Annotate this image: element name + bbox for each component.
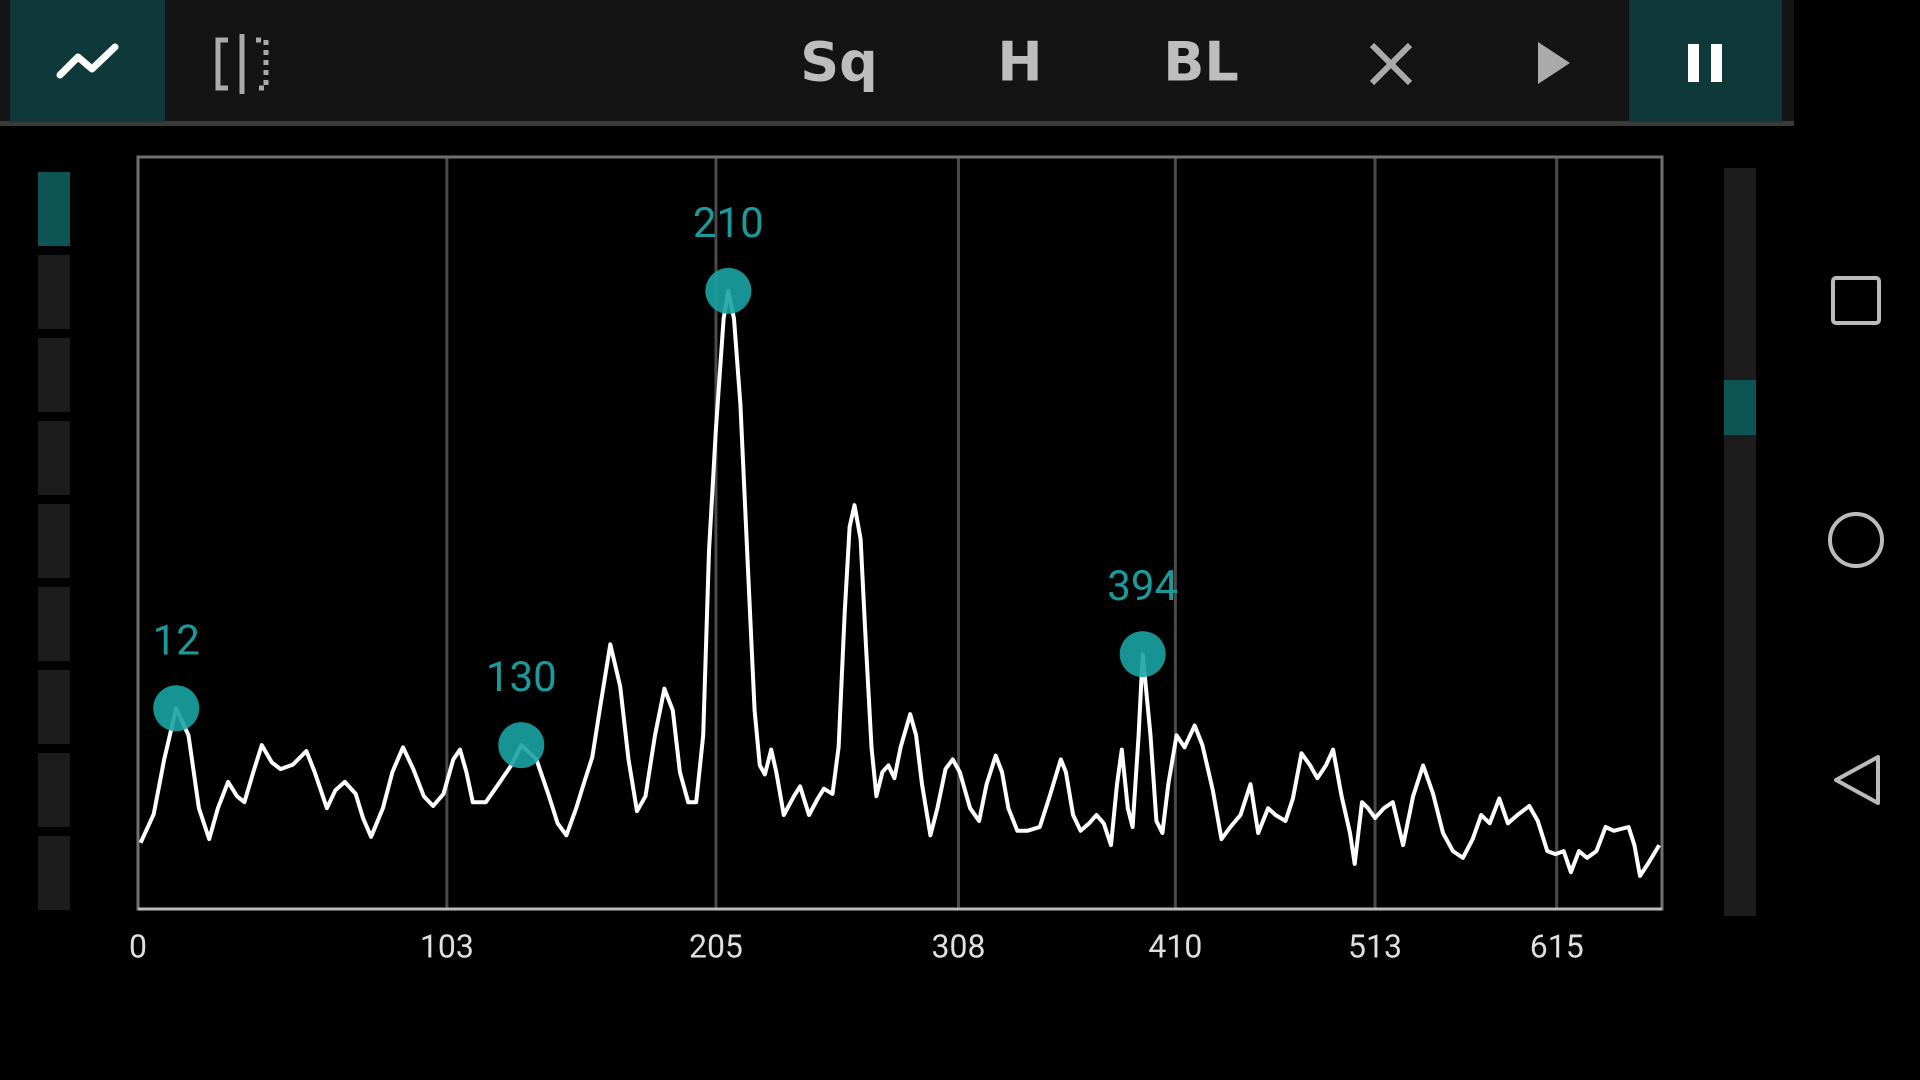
peak-label: 394 [1107,562,1178,611]
toolbar-divider [0,121,1794,126]
pause-icon [1711,44,1722,82]
spectrum-icon [56,43,119,79]
split-button[interactable] [215,34,269,94]
back-button[interactable] [1834,755,1880,805]
pause-icon [1688,44,1699,82]
pause-button[interactable] [1629,0,1782,122]
x-tick-label: 0 [129,927,147,965]
split-icon-right [256,37,269,91]
x-tick-label: 410 [1148,927,1202,965]
peak-marker [498,722,545,769]
peak-marker [705,267,752,314]
level-segment [38,504,70,578]
clear-button[interactable] [1369,42,1413,86]
level-segment [38,338,70,412]
level-segment [38,172,70,246]
peak-label: 210 [693,199,764,248]
level-segment [38,836,70,910]
peak-marker [1119,631,1166,678]
recents-button[interactable] [1831,276,1881,325]
toolbar [0,0,1794,122]
level-segment [38,255,70,329]
sq-button[interactable]: Sq [800,31,878,94]
scrollbar[interactable] [1724,168,1756,916]
level-segment [38,587,70,661]
plot: 0 103 205 308 410 513 615 12 130 210 394 [129,155,1664,965]
spectrum-line [138,288,1661,878]
level-segment [38,753,70,827]
clear-icon [1369,42,1413,86]
x-tick-label: 103 [420,927,474,965]
x-tick-label: 615 [1530,927,1584,965]
peak-label: 12 [153,616,200,665]
x-tick-label: 205 [689,927,743,965]
level-segment [38,670,70,744]
play-button[interactable] [1538,42,1570,84]
level-meter [38,172,70,910]
scrollbar-thumb[interactable] [1724,380,1756,435]
level-segment [38,421,70,495]
x-tick-label: 513 [1348,927,1402,965]
h-button[interactable]: H [997,31,1042,94]
x-tick-label: 308 [932,927,986,965]
bl-button[interactable]: BL [1163,31,1239,94]
home-button[interactable] [1828,512,1884,568]
split-icon-left [215,37,228,91]
peak-label: 130 [486,653,557,702]
peak-marker [153,685,200,732]
